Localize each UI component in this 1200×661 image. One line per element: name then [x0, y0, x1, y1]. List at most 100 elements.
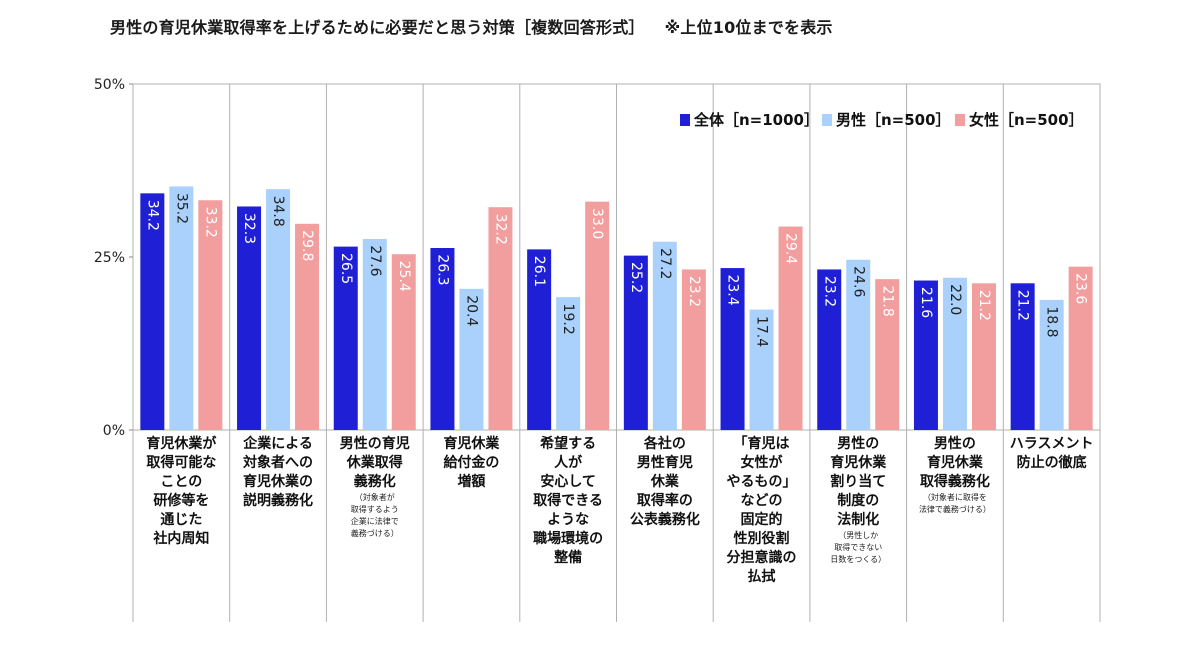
bar [459, 288, 484, 430]
category-label: 男性の育児 [340, 435, 410, 452]
category-label: ことの [160, 474, 202, 490]
category-label: 休業 [650, 473, 680, 490]
category-label: 職場環境の [533, 530, 603, 547]
bar [875, 279, 900, 430]
category-label: 公表義務化 [630, 511, 700, 528]
bar [362, 239, 387, 430]
bar [749, 309, 774, 430]
category-label: 希望する [540, 435, 596, 452]
data-label: 25.2 [628, 262, 644, 293]
bar [140, 193, 165, 430]
category-label: 制度の [837, 492, 879, 509]
data-label: 33.2 [202, 207, 218, 238]
bar [652, 241, 677, 430]
data-label: 19.2 [560, 304, 576, 335]
category-label: やるもの」 [727, 474, 797, 490]
category-label: 通じた [160, 512, 202, 528]
bar [556, 297, 581, 430]
bar [527, 249, 552, 430]
data-label: 29.4 [783, 233, 799, 264]
category-label: 法制化 [837, 511, 879, 528]
category-label: 安心して [540, 473, 596, 490]
data-label: 27.2 [657, 248, 673, 279]
category-label: 割り当て [830, 473, 886, 490]
bar [585, 201, 610, 430]
category-sublabel: 企業に法律で [351, 516, 399, 526]
data-label: 34.8 [270, 196, 286, 227]
bar [681, 269, 706, 430]
bar [237, 206, 262, 430]
bar [488, 207, 513, 430]
data-label: 33.0 [589, 208, 605, 239]
category-label: 休業取得 [346, 454, 403, 471]
data-label: 24.6 [850, 266, 866, 297]
bar [971, 283, 996, 430]
bar [817, 269, 842, 430]
legend-swatch [955, 114, 965, 126]
chart-title: 男性の育児休業取得率を上げるために必要だと思う対策［複数回答形式］ ※上位10位ま… [110, 14, 833, 38]
legend-label: 女性［n=500］ [969, 111, 1084, 129]
category-label: 取得できる [533, 492, 603, 509]
data-label: 21.2 [976, 290, 992, 321]
data-label: 21.8 [879, 286, 895, 317]
chart-note: ※上位10位までを表示 [664, 18, 833, 37]
category-label: 給付金の [443, 454, 499, 471]
category-sublabel: （男性しか [838, 530, 878, 540]
category-label: 男性の [934, 435, 976, 452]
legend-label: 全体［n=1000］ [693, 111, 819, 129]
y-tick-label: 25% [94, 250, 125, 266]
bar [198, 200, 223, 430]
chart-title-text: 男性の育児休業取得率を上げるために必要だと思う対策［複数回答形式］ [110, 18, 645, 37]
category-label: 取得可能な [146, 454, 216, 471]
bar [1068, 266, 1093, 430]
data-label: 21.6 [918, 287, 934, 318]
data-label: 35.2 [173, 193, 189, 224]
category-label: 固定的 [741, 511, 783, 528]
category-sublabel: 取得するよう [351, 504, 399, 514]
category-label: 研修等を [153, 492, 209, 509]
category-label: ような [547, 512, 589, 528]
bar [778, 226, 803, 430]
category-label: 人が [554, 454, 583, 471]
bar [295, 223, 320, 430]
category-sublabel: 取得できない [834, 542, 882, 552]
category-label: 取得義務化 [920, 473, 990, 490]
category-label: 女性が [741, 454, 784, 471]
data-label: 22.0 [947, 284, 963, 315]
category-label: 対象者への [242, 454, 313, 471]
category-label: 「育児は [734, 435, 790, 452]
bar [846, 259, 871, 430]
bar [266, 189, 291, 430]
category-label: などの [741, 493, 783, 509]
data-label: 26.5 [338, 253, 354, 284]
category-label: 育児休業 [927, 454, 984, 471]
category-label: 育児休業 [830, 454, 887, 471]
bar [720, 268, 745, 430]
data-label: 20.4 [463, 295, 479, 326]
data-label: 21.2 [1015, 290, 1031, 321]
category-sublabel: 義務づける） [351, 528, 399, 538]
bar [942, 277, 967, 430]
bar [1010, 283, 1035, 430]
data-label: 29.8 [299, 230, 315, 261]
data-label: 32.2 [492, 214, 508, 245]
legend-swatch [822, 114, 832, 126]
bar [169, 186, 194, 430]
category-label: 男性育児 [637, 454, 693, 471]
category-label: 説明義務化 [243, 492, 313, 509]
data-label: 17.4 [754, 316, 770, 347]
bar [913, 280, 938, 430]
category-label: 防止の徹底 [1017, 454, 1087, 471]
category-label: 整備 [553, 549, 582, 566]
data-label: 26.3 [434, 254, 450, 285]
data-label: 23.2 [686, 276, 702, 307]
category-label: 社内周知 [152, 530, 209, 547]
category-label: 企業による [242, 435, 313, 452]
data-label: 23.2 [821, 276, 837, 307]
category-sublabel: 法律で義務づける） [919, 504, 991, 514]
category-label: 性別役割 [734, 530, 790, 547]
category-label: 分担意識の [727, 549, 797, 566]
category-label: 各社の [643, 435, 686, 452]
bar [333, 246, 358, 430]
